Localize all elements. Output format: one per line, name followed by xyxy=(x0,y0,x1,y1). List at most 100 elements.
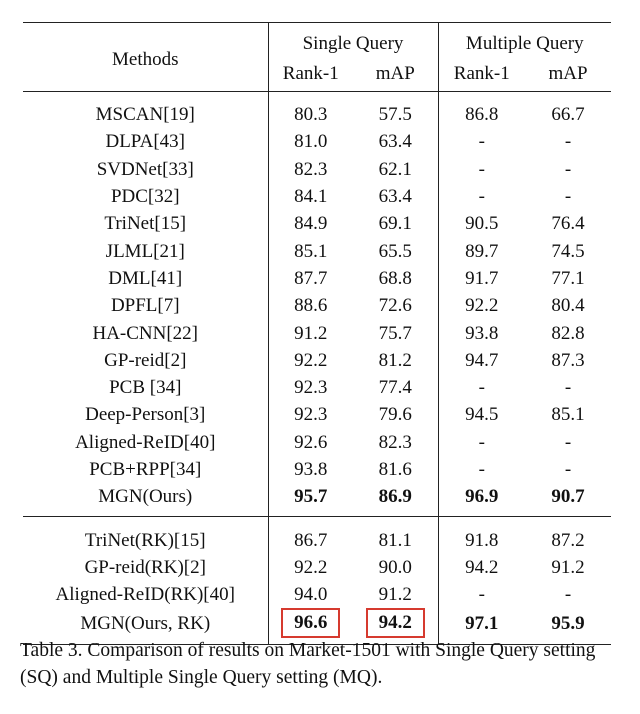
method-name-cell: Aligned-ReID(RK)[40] xyxy=(55,584,235,606)
method-name-cell: HA-CNN[22] xyxy=(92,322,199,344)
table-row: DML[41] 87.7 68.8 91.7 77.1 xyxy=(23,264,611,293)
sq-map-cell: 81.2 xyxy=(378,349,412,371)
sq-rank1-cell: 92.3 xyxy=(267,373,353,402)
table-row: Aligned-ReID[40] 92.6 82.3 - - xyxy=(23,428,611,456)
mq-rank1-cell: 86.8 xyxy=(437,91,526,129)
mq-map-header: mAP xyxy=(548,63,588,84)
sq-rank1-cell: 91.2 xyxy=(267,319,353,347)
table-row: Deep-Person[3] 92.3 79.6 94.5 85.1 xyxy=(23,401,611,429)
mq-rank1-cell: 91.8 xyxy=(437,516,526,554)
sq-rank1-cell: 85.1 xyxy=(267,237,353,265)
method-name-cell: Aligned-ReID[40] xyxy=(75,431,216,453)
method-name-cell: TriNet(RK)[15] xyxy=(84,529,206,551)
sq-rank1-header: Rank-1 xyxy=(267,59,353,92)
mq-rank1-cell: - xyxy=(437,155,526,183)
sq-rank1-cell: 93.8 xyxy=(267,455,353,484)
table-row: DLPA[43] 81.0 63.4 - - xyxy=(23,128,611,156)
sq-map-cell: 79.6 xyxy=(378,404,412,426)
method-name-cell: JLML[21] xyxy=(105,240,185,262)
mq-map-cell: - xyxy=(564,584,572,606)
sq-map-cell: 63.4 xyxy=(378,131,412,153)
mq-rank1-cell: 97.1 xyxy=(437,608,526,645)
table-row: HA-CNN[22] 91.2 75.7 93.8 82.8 xyxy=(23,319,611,347)
method-name-cell: TriNet[15] xyxy=(104,213,187,235)
mq-map-cell: - xyxy=(564,186,572,208)
mq-rank1-cell: - xyxy=(437,455,526,484)
mq-map-cell: - xyxy=(564,431,572,453)
sq-rank1-cell: 94.0 xyxy=(267,581,353,609)
highlighted-value: 96.6 xyxy=(281,608,341,639)
mq-rank1-cell: - xyxy=(437,373,526,402)
mq-map-cell: 82.8 xyxy=(551,322,585,344)
mq-rank1-cell: - xyxy=(437,128,526,156)
table-row: PCB [34] 92.3 77.4 - - xyxy=(23,373,611,402)
sq-map-cell: 65.5 xyxy=(378,240,412,262)
method-name-cell: MGN(Ours) xyxy=(98,486,193,508)
sq-map-cell: 72.6 xyxy=(378,295,412,317)
method-name-cell: DML[41] xyxy=(108,267,183,289)
table-row: GP-reid(RK)[2] 92.2 90.0 94.2 91.2 xyxy=(23,553,611,582)
sq-map-cell: 90.0 xyxy=(378,556,412,578)
mq-rank1-cell: - xyxy=(437,581,526,609)
mq-map-cell: 91.2 xyxy=(551,556,585,578)
sq-rank1-cell: 92.3 xyxy=(267,401,353,429)
mq-map-cell: - xyxy=(564,459,572,480)
mq-map-cell: 76.4 xyxy=(551,213,585,235)
mq-map-cell: - xyxy=(564,131,572,153)
method-name-cell: PCB+RPP[34] xyxy=(89,459,202,480)
mq-rank1-cell: - xyxy=(437,428,526,456)
sq-map-cell: 57.5 xyxy=(378,104,412,126)
sq-rank1-cell: 96.6 xyxy=(267,608,353,645)
mq-map-cell: 85.1 xyxy=(551,404,585,426)
table-row: DPFL[7] 88.6 72.6 92.2 80.4 xyxy=(23,292,611,320)
mq-map-cell: 80.4 xyxy=(551,295,585,317)
mq-map-cell: 77.1 xyxy=(551,267,585,289)
method-name-cell: MGN(Ours, RK) xyxy=(80,612,211,634)
mq-map-cell: 87.3 xyxy=(551,349,585,371)
methods-header: Methods xyxy=(112,49,179,70)
method-name-cell: SVDNet[33] xyxy=(96,158,194,180)
sq-map-cell: 63.4 xyxy=(378,186,412,208)
sq-map-cell: 81.6 xyxy=(378,459,412,480)
group1-body: MSCAN[19] 80.3 57.5 86.8 66.7 DLPA[43] 81.0 63.… xyxy=(23,91,612,517)
sq-rank1-cell: 87.7 xyxy=(267,264,353,293)
mq-map-cell: - xyxy=(564,158,572,180)
sq-rank1-cell: 80.3 xyxy=(267,91,353,129)
mq-rank1-cell: 91.7 xyxy=(437,264,526,293)
sq-rank1-cell: 95.7 xyxy=(267,483,353,517)
sq-rank1-cell: 84.1 xyxy=(267,182,353,211)
mq-rank1-cell: 92.2 xyxy=(437,292,526,320)
sq-rank1-cell: 92.2 xyxy=(267,346,353,374)
sq-map-cell: 62.1 xyxy=(378,158,412,180)
table-caption: Table 3. Comparison of results on Market… xyxy=(20,640,596,688)
multiple-query-header: Multiple Query xyxy=(437,22,612,59)
method-name-cell: PDC[32] xyxy=(110,186,180,208)
sq-rank1-cell: 81.0 xyxy=(267,128,353,156)
mq-rank1-cell: 90.5 xyxy=(437,210,526,238)
sq-map-cell: 91.2 xyxy=(378,584,412,606)
sq-map-cell: 81.1 xyxy=(378,529,412,551)
method-name-cell: GP-reid(RK)[2] xyxy=(84,556,206,578)
table-row: TriNet[15] 84.9 69.1 90.5 76.4 xyxy=(23,210,611,238)
mq-rank1-header: Rank-1 xyxy=(437,59,526,92)
table-row: MSCAN[19] 80.3 57.5 86.8 66.7 xyxy=(23,91,611,129)
method-name-cell: GP-reid[2] xyxy=(104,349,187,371)
sq-map-cell: 86.9 xyxy=(378,486,412,508)
mq-rank1-cell: 94.2 xyxy=(437,553,526,582)
sq-map-cell: 77.4 xyxy=(378,377,412,399)
mq-rank1-cell: 93.8 xyxy=(437,319,526,347)
method-name-cell: DPFL[7] xyxy=(110,295,180,317)
mq-rank1-cell: 94.5 xyxy=(437,401,526,429)
method-name-cell: Deep-Person[3] xyxy=(85,404,206,426)
table-row: MGN(Ours, RK) 96.6 94.2 97.1 95.9 xyxy=(23,608,612,645)
mq-map-cell: 66.7 xyxy=(551,104,585,126)
group2-body: TriNet(RK)[15] 86.7 81.1 91.8 87.2 GP-reid(RK… xyxy=(23,516,612,645)
sq-rank1-cell: 92.6 xyxy=(267,428,353,456)
highlighted-value: 94.2 xyxy=(365,608,425,639)
table-row: PCB+RPP[34] 93.8 81.6 - - xyxy=(23,455,611,484)
mq-map-cell: 74.5 xyxy=(551,240,585,262)
table-row: MGN(Ours) 95.7 86.9 96.9 90.7 xyxy=(23,483,612,517)
table-row: TriNet(RK)[15] 86.7 81.1 91.8 87.2 xyxy=(23,516,611,554)
method-name-cell: DLPA[43] xyxy=(105,131,186,153)
sq-map-header: mAP xyxy=(375,63,415,84)
